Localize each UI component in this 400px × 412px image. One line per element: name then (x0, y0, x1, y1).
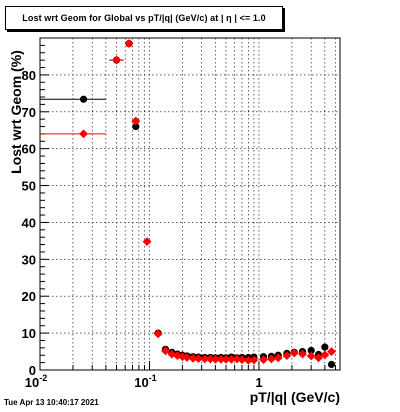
data-point (267, 354, 276, 364)
data-point (182, 353, 192, 362)
series-0 (40, 39, 336, 369)
y-axis-label: Lost wrt Geom (%) (8, 50, 24, 174)
y-tick-label: 40 (22, 215, 36, 230)
data-point (298, 349, 307, 359)
chart-title-box: Lost wrt Geom for Global vs pT/|q| (GeV/… (5, 6, 283, 30)
data-point (327, 360, 336, 369)
y-tick-label: 0 (29, 363, 36, 378)
data-point (249, 355, 259, 365)
y-axis-label-holder: Lost wrt Geom (%) (8, 50, 36, 174)
data-point (243, 356, 253, 365)
x-tick-label: 1 (255, 375, 262, 390)
x-axis-label: pT/|q| (GeV/c) (249, 389, 340, 405)
data-point (289, 348, 299, 358)
x-tick-label: 10-2 (25, 373, 47, 390)
data-point (320, 350, 330, 360)
y-tick-label: 50 (22, 179, 36, 194)
y-tick-label: 60 (22, 142, 36, 157)
timestamp: Tue Apr 13 10:40:17 2021 (4, 398, 99, 407)
data-point (173, 351, 182, 361)
data-point (210, 354, 220, 364)
y-tick-label: 30 (22, 252, 36, 267)
x-tick-label: 10-1 (134, 373, 156, 390)
data-point (124, 39, 134, 48)
series-1 (40, 39, 336, 365)
data-point (327, 347, 336, 356)
data-point (216, 354, 226, 364)
y-tick-label: 70 (22, 105, 36, 120)
data-point (273, 353, 283, 363)
y-tick-label: 20 (22, 289, 36, 304)
data-point (112, 55, 121, 65)
data-point (205, 354, 215, 364)
data-point (307, 346, 315, 355)
data-point (321, 343, 329, 351)
data-point (153, 329, 163, 339)
data-point (306, 351, 316, 361)
data-point (132, 122, 140, 131)
data-point (194, 354, 203, 363)
data-point (314, 353, 323, 363)
data-point (282, 351, 292, 361)
data-point (237, 355, 247, 365)
axis-ticks (39, 37, 336, 371)
x-tick-exponent: -2 (39, 373, 47, 383)
y-tick-label: 10 (22, 326, 36, 341)
data-point (226, 354, 236, 364)
data-point (259, 355, 268, 365)
plot-frame (39, 37, 341, 371)
data-point (131, 116, 141, 126)
data-point (79, 95, 88, 103)
data-point (142, 237, 152, 247)
data-point (79, 129, 88, 139)
x-tick-exponent: -1 (149, 373, 157, 383)
chart-title: Lost wrt Geom for Global vs pT/|q| (GeV/… (22, 13, 266, 23)
data-point (200, 354, 210, 364)
y-tick-label: 80 (22, 68, 36, 83)
data-series (40, 39, 336, 369)
grid-lines (39, 37, 340, 370)
data-point (232, 354, 242, 364)
data-point (188, 353, 198, 363)
data-point (161, 346, 170, 356)
axis-tick-labels: 0 10 20 30 40 50 60 70 80 10-2 10-1 1 (22, 68, 263, 390)
data-point (221, 354, 231, 364)
